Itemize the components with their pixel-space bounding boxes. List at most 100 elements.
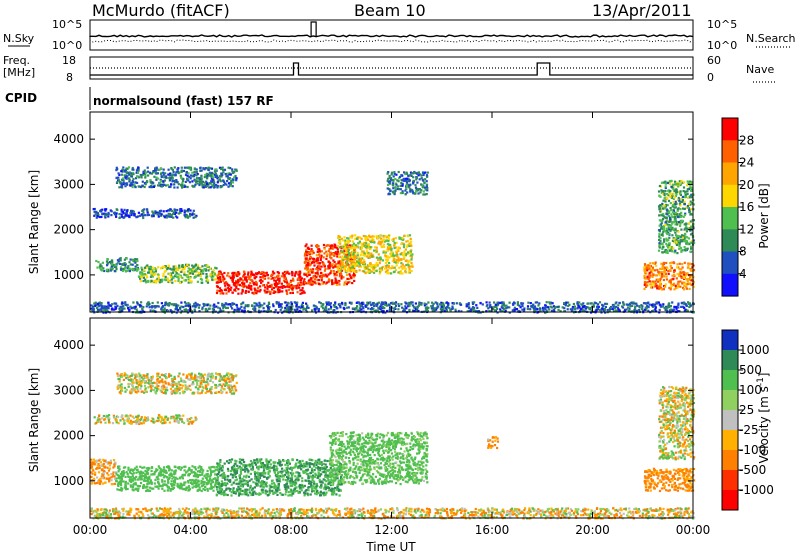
data-cell <box>501 310 504 313</box>
data-cell <box>404 301 407 304</box>
data-cell <box>661 272 664 275</box>
data-cell <box>170 213 173 217</box>
data-cell <box>342 276 345 279</box>
data-cell <box>404 267 407 270</box>
data-cell <box>664 204 667 207</box>
data-cell <box>170 303 173 306</box>
data-cell <box>676 234 679 237</box>
data-cell <box>581 308 584 311</box>
data-cell <box>151 301 154 305</box>
data-cell <box>439 307 442 310</box>
data-cell <box>122 181 125 184</box>
date-title: 13/Apr/2011 <box>592 1 692 20</box>
data-cell <box>670 261 673 264</box>
data-cell <box>688 182 691 185</box>
data-cell <box>338 236 341 239</box>
data-cell <box>677 182 680 186</box>
data-cell <box>320 250 323 253</box>
data-cell <box>121 168 124 171</box>
data-cell <box>663 271 666 274</box>
data-cell <box>414 184 417 187</box>
data-cell <box>146 208 149 211</box>
data-cell <box>672 210 676 213</box>
data-cell <box>323 281 326 284</box>
data-cell <box>433 307 436 310</box>
data-cell <box>370 266 373 269</box>
data-cell <box>393 246 396 250</box>
data-cell <box>211 185 214 188</box>
data-cell <box>677 190 680 194</box>
data-cell <box>363 252 366 255</box>
data-cell <box>437 305 440 308</box>
data-cell <box>218 270 221 273</box>
data-cell <box>339 242 342 245</box>
data-cell <box>643 263 647 266</box>
data-cell <box>384 270 388 273</box>
data-cell <box>597 305 600 308</box>
data-cell <box>348 277 351 281</box>
data-cell <box>135 269 139 272</box>
data-cell <box>408 179 411 182</box>
data-cell <box>222 279 225 282</box>
data-cell <box>343 268 346 271</box>
data-cell <box>492 307 495 311</box>
data-cell <box>534 307 537 310</box>
data-cell <box>149 275 153 278</box>
data-cell <box>684 212 687 215</box>
data-cell <box>188 166 191 169</box>
data-cell <box>645 307 648 310</box>
data-cell <box>200 182 203 185</box>
data-cell <box>677 310 680 313</box>
data-cell <box>184 274 187 277</box>
data-cell <box>333 274 336 277</box>
data-cell <box>359 248 362 251</box>
data-cell <box>369 247 372 250</box>
data-cell <box>179 418 182 421</box>
data-cell <box>593 301 596 304</box>
data-cell <box>186 264 189 267</box>
data-cell <box>127 265 130 268</box>
data-cell <box>397 308 400 311</box>
data-cell <box>290 284 293 287</box>
data-cell <box>153 267 156 270</box>
data-cell <box>679 271 682 274</box>
data-cell <box>674 228 677 231</box>
data-cell <box>613 307 616 310</box>
data-cell <box>192 268 195 271</box>
data-cell <box>280 275 283 278</box>
data-cell <box>346 237 349 240</box>
data-cell <box>330 269 333 272</box>
data-cell <box>216 275 219 278</box>
data-cell <box>166 418 169 421</box>
data-cell <box>101 268 104 271</box>
data-cell <box>363 260 366 263</box>
data-cell <box>312 304 315 307</box>
data-cell <box>673 241 676 244</box>
data-cell <box>103 308 106 311</box>
data-cell <box>358 269 361 272</box>
data-cell <box>305 243 308 246</box>
data-cell <box>690 196 693 199</box>
data-cell <box>308 260 311 263</box>
data-cell <box>661 265 664 268</box>
data-cell <box>132 177 135 181</box>
data-cell <box>374 266 377 269</box>
data-cell <box>101 261 104 264</box>
data-cell <box>666 229 669 233</box>
data-cell <box>407 174 410 177</box>
data-cell <box>381 265 384 268</box>
data-cell <box>393 266 396 269</box>
data-cell <box>395 173 398 176</box>
data-cell <box>625 308 628 311</box>
data-cell <box>338 302 341 306</box>
data-cell <box>214 266 217 269</box>
data-cell <box>110 214 113 217</box>
data-cell <box>666 181 669 185</box>
data-cell <box>672 308 675 311</box>
data-cell <box>183 279 186 282</box>
data-cell <box>662 246 665 249</box>
data-cell <box>665 275 668 278</box>
data-cell <box>174 173 177 176</box>
data-cell <box>122 177 125 180</box>
data-cell <box>193 276 196 279</box>
